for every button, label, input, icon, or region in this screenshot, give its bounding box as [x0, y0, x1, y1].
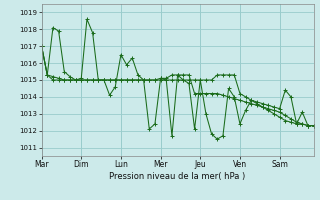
X-axis label: Pression niveau de la mer( hPa ): Pression niveau de la mer( hPa ) [109, 172, 246, 181]
